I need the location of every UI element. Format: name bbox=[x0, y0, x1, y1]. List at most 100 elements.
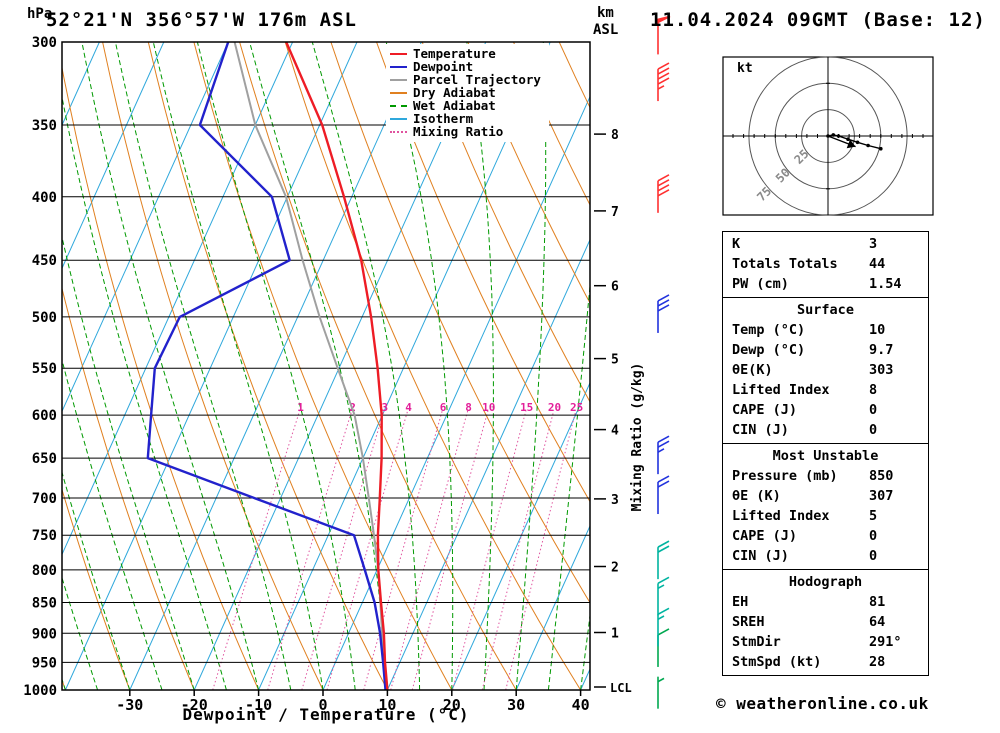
wind-barb bbox=[657, 628, 670, 667]
stats-label: K bbox=[732, 236, 741, 252]
stats-section: Most Unstable Pressure (mb) 850 θE (K) 307 Li… bbox=[722, 443, 929, 570]
legend-item-parcel-trajectory: Parcel Trajectory bbox=[390, 72, 541, 87]
svg-text:2: 2 bbox=[611, 561, 619, 576]
stats-row: CIN (J) 0 bbox=[723, 546, 928, 566]
svg-text:40: 40 bbox=[572, 696, 590, 714]
svg-text:20: 20 bbox=[548, 401, 561, 414]
svg-text:8: 8 bbox=[465, 401, 472, 414]
stats-label: StmDir bbox=[732, 634, 781, 650]
lcl-label: LCL bbox=[610, 681, 632, 695]
legend-line-sample bbox=[390, 130, 407, 133]
stats-row: SREH 64 bbox=[723, 612, 928, 632]
legend-item-label: Dewpoint bbox=[413, 59, 474, 74]
stats-row: EH 81 bbox=[723, 592, 928, 612]
stats-value: 64 bbox=[869, 614, 886, 630]
legend-item-dry-adiabat: Dry Adiabat bbox=[390, 85, 541, 100]
legend-item-label: Parcel Trajectory bbox=[413, 72, 541, 87]
svg-text:1: 1 bbox=[297, 401, 304, 414]
stats-row: θE(K) 303 bbox=[723, 360, 928, 380]
legend-item-dewpoint: Dewpoint bbox=[390, 59, 541, 74]
svg-text:10: 10 bbox=[482, 401, 495, 414]
stats-label: θE(K) bbox=[732, 362, 773, 378]
svg-text:950: 950 bbox=[32, 655, 57, 671]
stats-row: CAPE (J) 0 bbox=[723, 526, 928, 546]
sounding-curves bbox=[146, 42, 389, 690]
wind-barb bbox=[657, 174, 670, 213]
stats-label: Dewp (°C) bbox=[732, 342, 806, 358]
legend-item-label: Isotherm bbox=[413, 111, 474, 126]
svg-text:4: 4 bbox=[611, 424, 619, 439]
isotherm-lines bbox=[62, 42, 590, 690]
svg-text:-30: -30 bbox=[116, 696, 143, 714]
wind-barb bbox=[657, 576, 670, 616]
stats-value: 0 bbox=[869, 548, 878, 564]
stats-row: PW (cm) 1.54 bbox=[723, 274, 928, 294]
legend-item-label: Wet Adiabat bbox=[413, 98, 496, 113]
legend-item-label: Temperature bbox=[413, 46, 496, 61]
stats-value: 3 bbox=[869, 236, 878, 252]
sounding-stats-table: K 3 Totals Totals 44 PW (cm) 1.54 Surface Temp … bbox=[722, 231, 929, 676]
pressure-axis-unit: hPa bbox=[27, 6, 53, 22]
svg-text:750: 750 bbox=[32, 528, 57, 544]
temperature-axis-title: Dewpoint / Temperature (°C) bbox=[182, 705, 470, 724]
wind-barb bbox=[657, 435, 670, 475]
svg-text:900: 900 bbox=[32, 626, 57, 642]
svg-text:800: 800 bbox=[32, 563, 57, 579]
wind-barb bbox=[657, 475, 670, 515]
stats-label: PW (cm) bbox=[732, 276, 789, 292]
temperature-axis-labels: -30 -20 -10 0 10 20 30 40 bbox=[116, 690, 590, 714]
stats-label: EH bbox=[732, 594, 749, 610]
svg-text:450: 450 bbox=[32, 253, 57, 269]
stats-section: Surface Temp (°C) 10 Dewp (°C) 9.7 θE(K) 303 Li… bbox=[722, 297, 929, 444]
parcel-trajectory-curve bbox=[233, 42, 389, 690]
svg-text:15: 15 bbox=[520, 401, 533, 414]
stats-value: 307 bbox=[869, 488, 894, 504]
chart-border bbox=[61, 41, 591, 691]
legend-item-temperature: Temperature bbox=[390, 46, 541, 61]
stats-row: Dewp (°C) 9.7 bbox=[723, 340, 928, 360]
svg-text:30: 30 bbox=[507, 696, 525, 714]
stats-row: StmSpd (kt) 28 bbox=[723, 652, 928, 672]
legend-line-sample bbox=[390, 104, 407, 107]
datetime-title: 11.04.2024 09GMT (Base: 12) bbox=[650, 9, 986, 31]
svg-text:400: 400 bbox=[32, 190, 57, 206]
svg-text:3: 3 bbox=[381, 401, 388, 414]
stats-label: StmSpd (kt) bbox=[732, 654, 822, 670]
stats-row: Lifted Index 8 bbox=[723, 380, 928, 400]
mixing-ratio-lines bbox=[212, 410, 577, 690]
svg-text:550: 550 bbox=[32, 361, 57, 377]
stats-section-title: Hodograph bbox=[788, 574, 863, 590]
stats-label: Lifted Index bbox=[732, 382, 830, 398]
svg-text:350: 350 bbox=[32, 118, 57, 134]
stats-value: 850 bbox=[869, 468, 894, 484]
pressure-axis-labels: 300 350 400 450 500 550 600 650 700 750 800 850 900 9… bbox=[23, 35, 57, 699]
legend-line-sample bbox=[390, 52, 407, 55]
svg-text:7: 7 bbox=[611, 205, 619, 220]
stats-label: CIN (J) bbox=[732, 422, 789, 438]
stats-value: 10 bbox=[869, 322, 886, 338]
copyright-text: © weatheronline.co.uk bbox=[716, 694, 929, 713]
altitude-axis-unit-km: km bbox=[597, 5, 614, 21]
stats-value: 0 bbox=[869, 528, 878, 544]
stats-label: CAPE (J) bbox=[732, 402, 798, 418]
stats-value: 8 bbox=[869, 382, 878, 398]
stats-value: 303 bbox=[869, 362, 894, 378]
hodograph-unit-label: kt bbox=[737, 61, 753, 76]
stats-row: Temp (°C) 10 bbox=[723, 320, 928, 340]
altitude-axis-unit-asl: ASL bbox=[593, 22, 619, 38]
svg-text:1: 1 bbox=[611, 627, 619, 642]
legend-item-mixing-ratio: Mixing Ratio bbox=[390, 124, 541, 139]
stats-label: θE (K) bbox=[732, 488, 781, 504]
stats-row: CIN (J) 0 bbox=[723, 420, 928, 440]
stats-section: Hodograph EH 81 SREH 64 StmDir 291° StmSpd (kt)… bbox=[722, 569, 929, 676]
wind-barb bbox=[657, 15, 671, 55]
legend-item-isotherm: Isotherm bbox=[390, 111, 541, 126]
svg-text:3: 3 bbox=[611, 493, 619, 508]
stats-row: CAPE (J) 0 bbox=[723, 400, 928, 420]
svg-text:5: 5 bbox=[611, 353, 619, 368]
stats-row: StmDir 291° bbox=[723, 632, 928, 652]
stats-row: θE (K) 307 bbox=[723, 486, 928, 506]
stats-label: CIN (J) bbox=[732, 548, 789, 564]
